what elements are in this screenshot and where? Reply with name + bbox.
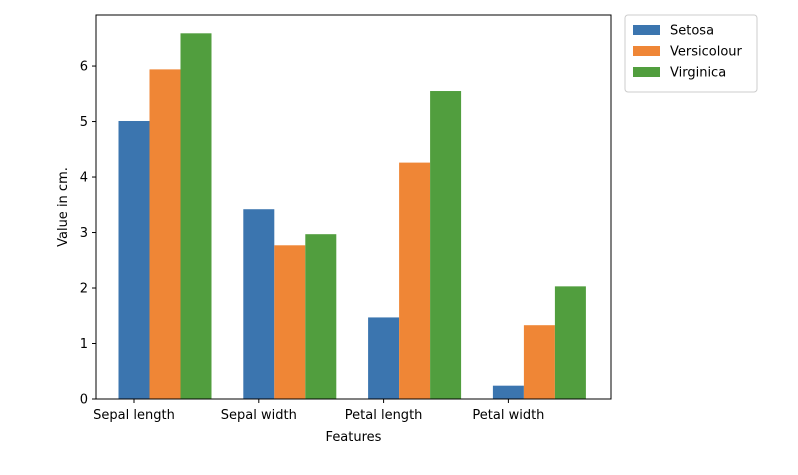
bar-virginica-petal-length	[430, 91, 462, 399]
legend-swatch-versicolour	[633, 46, 660, 56]
legend-label-virginica: Virginica	[670, 66, 726, 81]
y-tick-label: 4	[80, 171, 88, 186]
plot-frame	[95, 14, 612, 400]
bar-setosa-sepal-length	[118, 120, 150, 400]
bar-versicolour-sepal-length	[149, 69, 181, 399]
legend-label-setosa: Setosa	[670, 24, 714, 39]
y-tick-label: 0	[80, 393, 88, 408]
y-tick-label: 3	[80, 226, 88, 241]
y-axis-ticks: 0 1 2 3 4 5 6	[80, 60, 96, 408]
bar-versicolour-sepal-width	[274, 245, 306, 399]
bar-virginica-sepal-width	[305, 234, 337, 399]
x-tick-label: Petal width	[472, 408, 544, 423]
legend-swatch-virginica	[633, 67, 660, 77]
x-tick-label: Petal length	[345, 408, 423, 423]
y-axis-label: Value in cm.	[56, 167, 71, 247]
y-tick-label: 1	[80, 337, 88, 352]
bar-virginica-petal-width	[554, 286, 586, 399]
bar-setosa-petal-length	[368, 317, 400, 399]
bar-versicolour-petal-width	[523, 325, 555, 399]
x-tick-label: Sepal length	[93, 408, 175, 423]
bars-group	[118, 33, 586, 400]
bar-versicolour-petal-length	[399, 162, 431, 399]
legend: Setosa Versicolour Virginica	[624, 14, 758, 93]
y-tick-label: 6	[80, 60, 88, 75]
legend-label-versicolour: Versicolour	[670, 45, 743, 60]
bar-virginica-sepal-length	[180, 33, 212, 400]
x-axis-ticks: Sepal length Sepal width Petal length Petal…	[93, 399, 544, 423]
y-tick-label: 2	[80, 282, 88, 297]
bar-setosa-sepal-width	[243, 209, 275, 399]
bar-setosa-petal-width	[492, 385, 524, 399]
x-axis-label: Features	[326, 430, 382, 445]
legend-swatch-setosa	[633, 25, 660, 35]
y-tick-label: 5	[80, 115, 88, 130]
x-tick-label: Sepal width	[221, 408, 297, 423]
